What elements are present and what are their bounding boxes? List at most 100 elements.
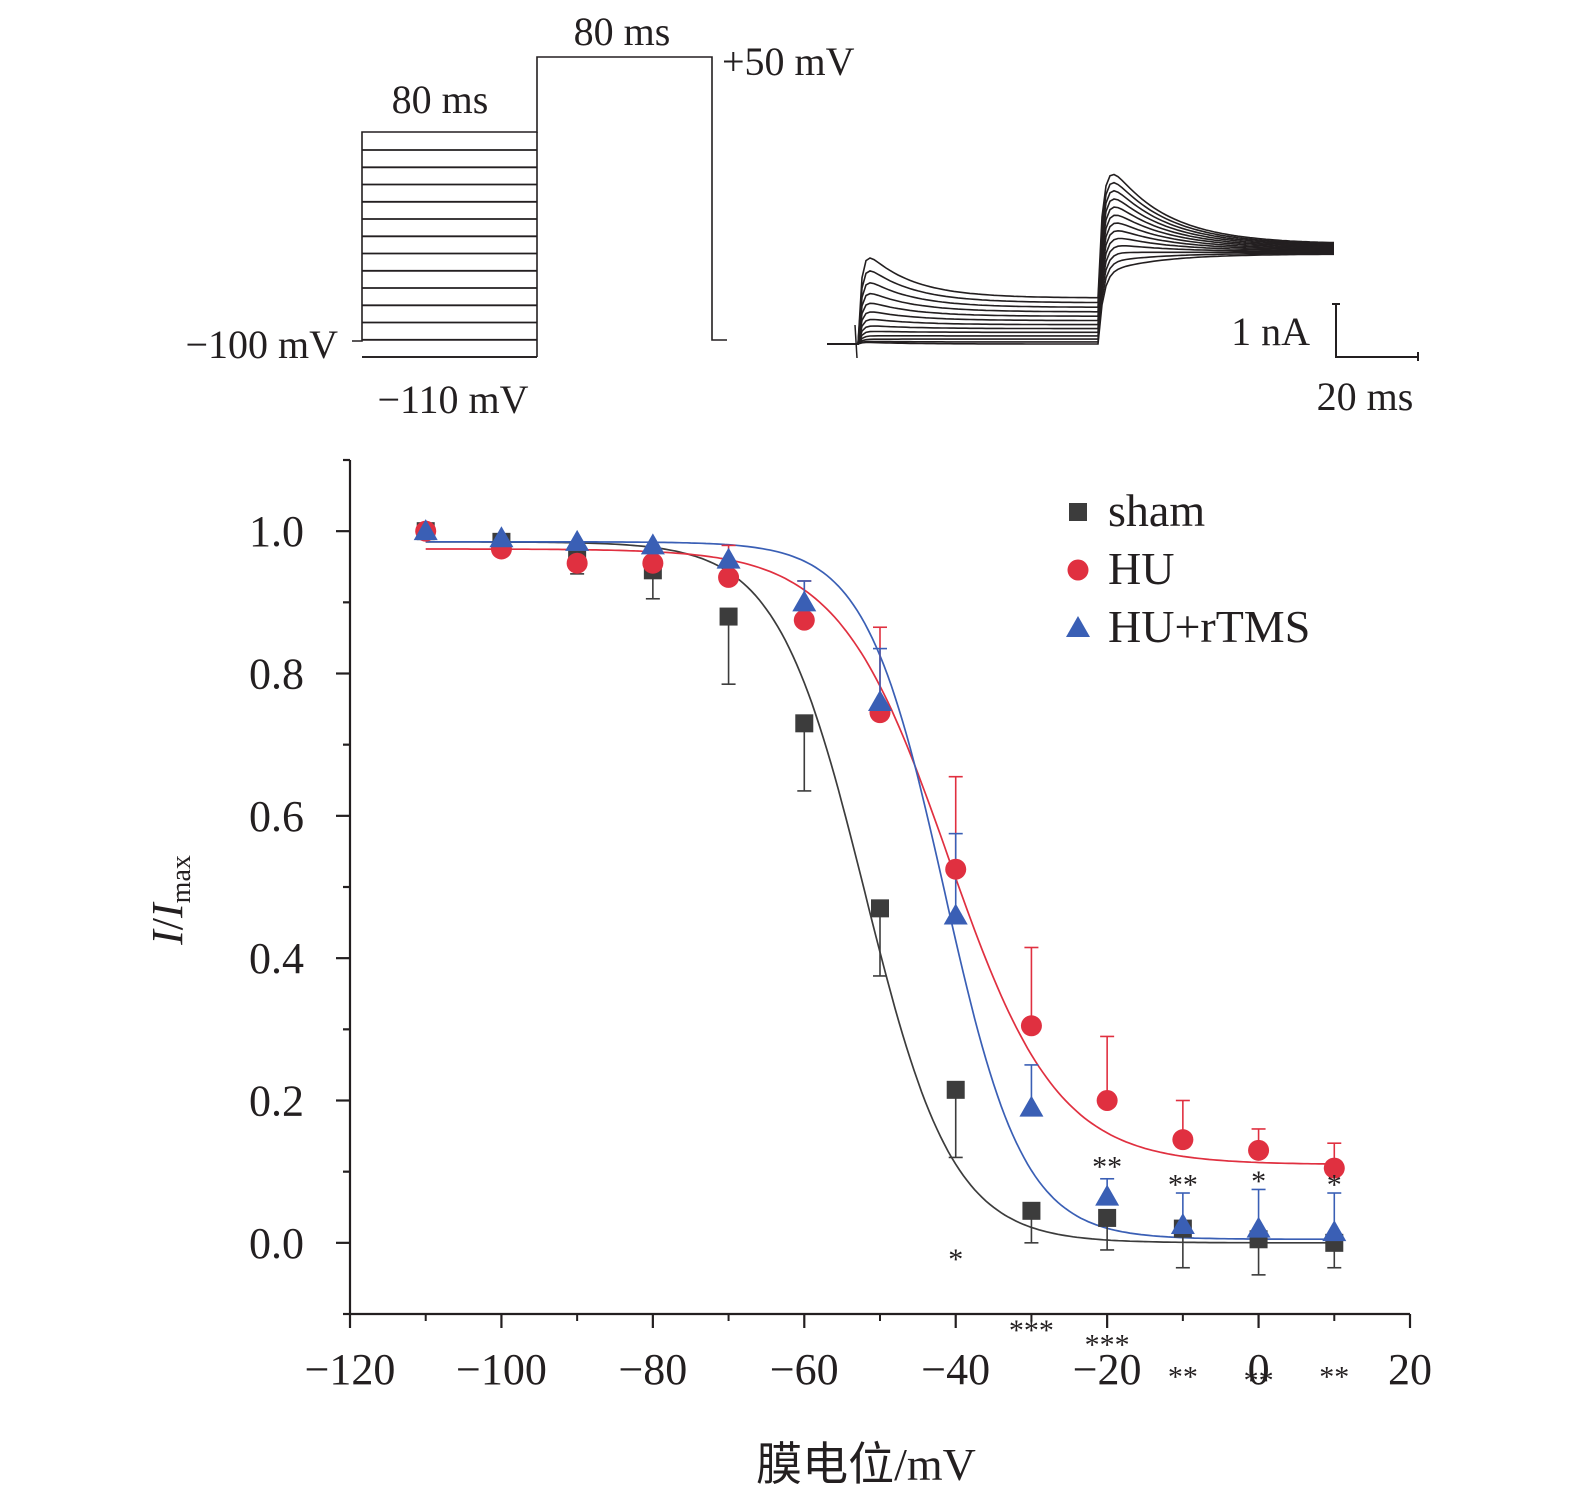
inactivation-chart: −120 −100 −80 −60 −40 −20 0 20 0.0 0.2 0.4 0.6 0.8 1…: [143, 458, 1432, 1490]
data-point-hu: [566, 552, 588, 574]
trace-artifact: [854, 324, 858, 359]
current-trace-4: [827, 245, 1334, 345]
data-point-hu: [1248, 1139, 1270, 1161]
scale-time-label: 20 ms: [1317, 374, 1414, 419]
scale-bar-lines: [1335, 304, 1418, 358]
legend-marker-sham: [1069, 503, 1087, 521]
current-trace-11: [827, 189, 1335, 345]
x-tick-label: 0: [1248, 1345, 1270, 1394]
data-point-sham: [871, 899, 889, 918]
y-tick-labels: 0.0 0.2 0.4 0.6 0.8 1.0: [249, 507, 304, 1268]
significance-annotations: *******************: [948, 1151, 1349, 1398]
data-point-hu: [718, 566, 740, 588]
current-trace-2: [827, 252, 1334, 345]
data-point-sham: [719, 607, 738, 626]
y-tick-label: 0.4: [249, 934, 304, 983]
chart-axes: [336, 458, 1412, 1328]
current-trace-10: [827, 198, 1334, 345]
protocol-holding-potential-label: −100 mV: [185, 322, 338, 367]
scale-bar: 1 nA 20 ms: [1231, 303, 1419, 419]
significance-mark: **: [1244, 1364, 1274, 1397]
protocol-outline: [352, 56, 727, 342]
data-point-hu: [642, 552, 664, 574]
significance-mark: ***: [1085, 1328, 1130, 1361]
significance-mark: *: [1327, 1168, 1342, 1201]
y-tick-label: 0.2: [249, 1077, 304, 1126]
data-point-sham: [795, 714, 814, 733]
svg-text:I/Imax: I/Imax: [143, 855, 197, 946]
data-point-hu-rtms: [943, 903, 968, 925]
data-markers: [413, 519, 1347, 1252]
data-point-hu: [1172, 1129, 1194, 1151]
x-tick-label: −120: [305, 1345, 396, 1394]
protocol-pre-duration-label: 80 ms: [392, 77, 489, 122]
current-trace-8: [827, 214, 1335, 345]
scale-bar-ticks: [1332, 303, 1419, 361]
data-point-hu-rtms: [716, 547, 741, 569]
y-label-sub: max: [166, 855, 197, 903]
y-tick-label: 0.6: [249, 792, 304, 841]
significance-mark: **: [1319, 1360, 1349, 1393]
legend-marker-hu: [1067, 559, 1089, 581]
protocol-prepulse-steps: [362, 132, 538, 358]
x-tick-label: −20: [1073, 1345, 1142, 1394]
significance-mark: **: [1092, 1151, 1122, 1184]
data-point-hu-rtms: [1095, 1184, 1120, 1206]
legend-marker-hu-rtms: [1066, 616, 1090, 637]
legend-label-hu: HU: [1108, 543, 1174, 594]
y-label-slash: /: [143, 917, 192, 930]
protocol-test-duration-label: 80 ms: [574, 9, 671, 54]
data-point-sham: [946, 1080, 965, 1099]
data-point-sham: [1022, 1201, 1041, 1220]
y-tick-label: 0.0: [249, 1219, 304, 1268]
x-tick-label: 20: [1388, 1345, 1432, 1394]
current-trace-3: [827, 251, 1334, 345]
data-point-hu: [1323, 1157, 1345, 1179]
legend-label-sham: sham: [1108, 485, 1205, 536]
y-tick-label: 0.8: [249, 650, 304, 699]
y-label-i: I: [143, 928, 192, 946]
significance-mark: ***: [1009, 1314, 1054, 1347]
current-trace-6: [827, 229, 1334, 345]
data-point-hu-rtms: [792, 590, 817, 612]
legend: sham HU HU+rTMS: [1066, 485, 1310, 652]
data-point-hu-rtms: [413, 519, 438, 541]
y-axis-label: I/Imax: [143, 855, 197, 946]
data-point-hu-rtms: [1322, 1220, 1347, 1242]
current-trace-7: [827, 222, 1335, 345]
current-trace-12: [827, 181, 1335, 345]
significance-mark: **: [1168, 1168, 1198, 1201]
data-point-hu-rtms: [489, 526, 514, 548]
data-point-hu-rtms: [1019, 1095, 1044, 1117]
data-point-hu: [945, 858, 967, 880]
significance-mark: *: [1251, 1165, 1266, 1198]
data-point-hu-rtms: [1170, 1213, 1195, 1235]
data-point-hu-rtms: [868, 689, 892, 711]
data-point-hu-rtms: [640, 533, 665, 555]
current-trace-5: [827, 237, 1334, 345]
current-traces: [827, 173, 1335, 359]
significance-mark: *: [948, 1243, 963, 1276]
x-tick-label: −60: [770, 1345, 839, 1394]
protocol-min-prepulse-label: −110 mV: [377, 377, 528, 422]
x-tick-label: −40: [921, 1345, 990, 1394]
data-point-hu: [1096, 1090, 1118, 1111]
data-point-hu: [793, 609, 815, 631]
significance-mark: **: [1168, 1360, 1198, 1393]
legend-label-hu-rtms: HU+rTMS: [1108, 601, 1310, 652]
voltage-protocol: 80 ms 80 ms +50 mV −100 mV −110 mV: [185, 9, 854, 422]
data-point-hu-rtms: [565, 529, 590, 551]
x-tick-label: −80: [618, 1345, 687, 1394]
scale-current-label: 1 nA: [1231, 309, 1310, 354]
data-point-sham: [1098, 1208, 1117, 1227]
y-tick-label: 1.0: [249, 507, 304, 556]
x-axis-label: 膜电位/mV: [756, 1439, 976, 1490]
current-trace-9: [827, 206, 1335, 345]
data-point-hu: [1020, 1015, 1042, 1037]
x-tick-label: −100: [456, 1345, 547, 1394]
current-trace-13: [827, 173, 1335, 345]
y-label-imax: I: [143, 901, 192, 919]
protocol-test-potential-label: +50 mV: [722, 39, 855, 84]
x-tick-labels: −120 −100 −80 −60 −40 −20 0 20: [305, 1345, 1432, 1394]
data-point-hu-rtms: [1246, 1216, 1271, 1238]
